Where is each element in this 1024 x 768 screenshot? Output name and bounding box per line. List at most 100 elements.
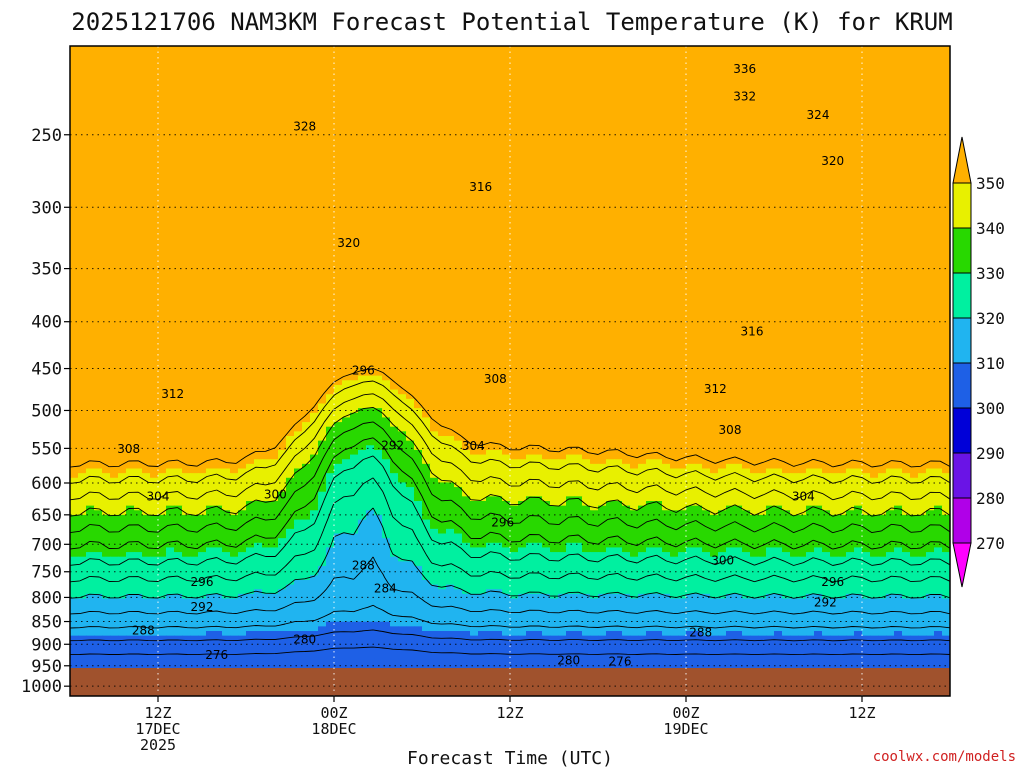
theta-cell [294, 203, 303, 210]
theta-cell [718, 111, 727, 117]
theta-cell [142, 180, 151, 186]
theta-cell [670, 115, 679, 121]
theta-cell [366, 180, 375, 186]
theta-cell [414, 162, 423, 168]
theta-cell [422, 157, 431, 163]
theta-cell [750, 78, 759, 84]
theta-cell [678, 64, 687, 70]
theta-cell [942, 78, 950, 84]
theta-cell [606, 157, 615, 163]
theta-cell [758, 185, 767, 191]
theta-cell [430, 213, 439, 219]
theta-cell [86, 55, 95, 61]
theta-cell [910, 152, 919, 159]
theta-cell [414, 152, 423, 159]
theta-cell [198, 236, 207, 242]
theta-cell [838, 171, 847, 177]
theta-cell [942, 50, 950, 56]
theta-cell [718, 143, 727, 149]
theta-cell [718, 138, 727, 145]
theta-cell [486, 120, 495, 126]
theta-cell [334, 134, 343, 140]
theta-cell [358, 162, 367, 168]
theta-cell [502, 189, 511, 196]
theta-cell [678, 50, 687, 56]
theta-cell [478, 231, 487, 237]
theta-cell [894, 55, 903, 61]
theta-cell [926, 189, 935, 196]
theta-cell [422, 241, 431, 247]
theta-cell [822, 152, 831, 159]
theta-cell [926, 162, 935, 168]
theta-cell [606, 64, 615, 70]
theta-cell [558, 203, 567, 210]
theta-cell [118, 185, 127, 191]
theta-cell [454, 241, 463, 247]
theta-cell [814, 115, 823, 121]
theta-cell [854, 59, 863, 66]
theta-cell [782, 129, 791, 135]
theta-cell [550, 166, 559, 172]
theta-cell [278, 185, 287, 191]
theta-cell [246, 231, 255, 237]
theta-cell [198, 227, 207, 233]
theta-cell [150, 199, 159, 205]
theta-cell [854, 231, 863, 237]
theta-cell [206, 69, 215, 75]
theta-cell [798, 194, 807, 200]
theta-cell [438, 101, 447, 107]
theta-cell [430, 199, 439, 205]
theta-cell [598, 250, 607, 256]
theta-cell [486, 83, 495, 89]
theta-cell [886, 138, 895, 145]
theta-cell [102, 152, 111, 159]
theta-cell [918, 134, 927, 140]
theta-cell [902, 87, 911, 94]
theta-cell [870, 241, 879, 247]
theta-cell [278, 148, 287, 154]
theta-cell [894, 106, 903, 112]
theta-cell [694, 106, 703, 112]
theta-cell [758, 59, 767, 66]
theta-cell [318, 138, 327, 145]
theta-cell [182, 59, 191, 66]
theta-cell [182, 250, 191, 256]
theta-cell [758, 222, 767, 228]
theta-cell [790, 222, 799, 228]
theta-cell [918, 101, 927, 107]
theta-cell [814, 231, 823, 237]
theta-cell [790, 208, 799, 214]
theta-cell [358, 115, 367, 121]
theta-cell [198, 78, 207, 84]
theta-cell [630, 129, 639, 135]
theta-cell [422, 59, 431, 66]
theta-cell [686, 92, 695, 98]
theta-cell [862, 208, 871, 214]
theta-cell [238, 124, 247, 131]
theta-cell [358, 73, 367, 80]
theta-cell [206, 138, 215, 145]
theta-cell [118, 217, 127, 224]
theta-cell [246, 148, 255, 154]
theta-cell [718, 217, 727, 224]
theta-cell [846, 59, 855, 66]
theta-cell [206, 245, 215, 251]
theta-cell [838, 199, 847, 205]
theta-cell [670, 152, 679, 159]
theta-cell [910, 101, 919, 107]
theta-cell [734, 83, 743, 89]
theta-cell [942, 120, 950, 126]
theta-cell [910, 64, 919, 70]
theta-cell [766, 199, 775, 205]
theta-cell [254, 194, 263, 200]
theta-cell [854, 101, 863, 107]
theta-cell [542, 236, 551, 242]
theta-cell [494, 92, 503, 98]
theta-cell [134, 194, 143, 200]
theta-cell [718, 171, 727, 177]
theta-cell [942, 111, 950, 117]
theta-cell [222, 106, 231, 112]
theta-cell [750, 157, 759, 163]
theta-cell [350, 254, 359, 261]
theta-cell [190, 50, 199, 56]
